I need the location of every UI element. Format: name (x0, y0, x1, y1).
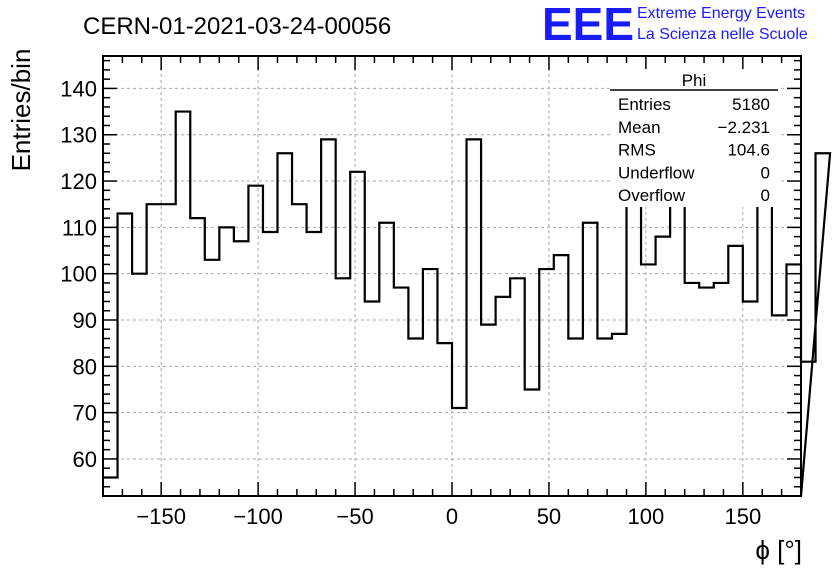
stats-row-value: 5180 (732, 95, 770, 114)
stats-row-value: 0 (761, 186, 770, 205)
y-tick-label: 140 (60, 76, 97, 101)
x-tick-labels: −150 −100 −50 0 50 100 150 (136, 504, 761, 529)
y-tick-label: 120 (60, 169, 97, 194)
y-tick-label: 60 (73, 447, 97, 472)
stats-row-label: Mean (618, 118, 661, 137)
y-tick-label: 110 (62, 215, 97, 240)
stats-row-label: Entries (618, 95, 671, 114)
axis-ticks (102, 56, 802, 496)
y-tick-label: 80 (73, 354, 97, 379)
y-tick-label: 90 (73, 308, 97, 333)
eee-logo-line2: La Scienza nelle Scuole (637, 26, 808, 43)
chart-title: CERN-01-2021-03-24-00056 (83, 13, 391, 40)
eee-logo-mark: EEE (542, 0, 634, 50)
stats-row-label: RMS (618, 141, 656, 160)
y-tick-label: 100 (60, 262, 97, 287)
x-tick-label: 100 (628, 504, 665, 529)
stats-row-label: Underflow (618, 163, 695, 182)
x-tick-label: −150 (136, 504, 186, 529)
stats-box: Phi Entries 5180 Mean −2.231 RMS 104.6 Underfl… (610, 69, 778, 207)
y-tick-label: 130 (60, 123, 97, 148)
stats-title: Phi (682, 71, 707, 90)
x-tick-label: −100 (233, 504, 283, 529)
stats-row-label: Overflow (618, 186, 686, 205)
stats-row-value: −2.231 (718, 118, 770, 137)
stats-box-background (610, 69, 778, 207)
histogram-outline (103, 78, 832, 497)
eee-logo-line1: Extreme Energy Events (637, 5, 805, 22)
stats-row-value: 104.6 (727, 141, 770, 160)
x-tick-label: −50 (336, 504, 373, 529)
x-tick-label: 150 (724, 504, 761, 529)
y-tick-labels: 60 70 80 90 100 110 120 130 140 (60, 76, 97, 472)
y-axis-title: Entries/bin (6, 49, 36, 172)
grid-lines (103, 56, 801, 496)
x-axis-title: ϕ [°] (755, 535, 802, 565)
y-tick-label: 70 (73, 401, 97, 426)
stats-row-value: 0 (761, 163, 770, 182)
x-tick-label: 0 (446, 504, 458, 529)
eee-logo: EEE Extreme Energy Events La Scienza nel… (542, 0, 808, 50)
x-tick-label: 50 (537, 504, 561, 529)
